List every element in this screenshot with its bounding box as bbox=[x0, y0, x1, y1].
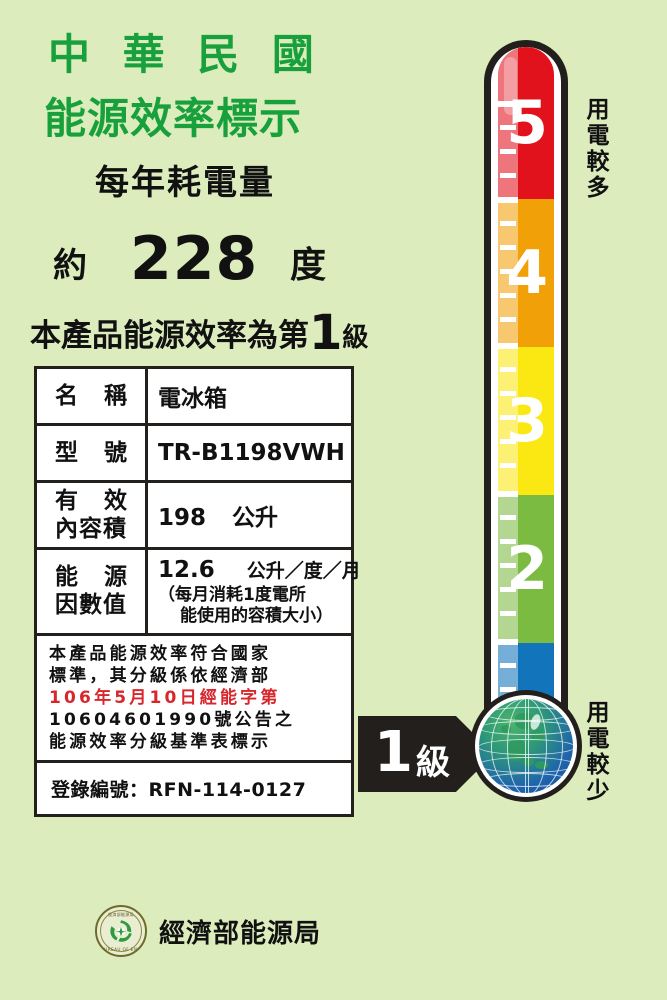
legal-line-5: 能源效率分級基準表標示 bbox=[49, 731, 272, 752]
value-unit: 公升／度／月 bbox=[246, 560, 361, 583]
table-row: 名 稱 電冰箱 bbox=[37, 369, 351, 426]
row-value-name: 電冰箱 bbox=[148, 369, 351, 423]
row-key-line1: 能 源 bbox=[54, 564, 136, 591]
row-key-volume: 有 效 內容積 bbox=[37, 483, 148, 548]
gloss-highlight bbox=[504, 57, 517, 115]
caption-more-power: 用電較多 bbox=[582, 97, 608, 201]
value-text: TR-B1198VWH bbox=[158, 440, 345, 466]
bureau-logo-group: 經濟部能源局 BUREAU OF ENERGY 經濟部能源局 bbox=[95, 905, 321, 957]
annual-consumption-row: 約 228 度 bbox=[45, 224, 395, 294]
grade-sentence-number: 1 bbox=[309, 305, 343, 361]
thermometer-bulb bbox=[470, 690, 582, 802]
value-note-line1: （每月消耗1度電所 bbox=[158, 585, 306, 606]
badge-grade-number: 1 bbox=[374, 720, 413, 785]
row-value-model: TR-B1198VWH bbox=[148, 426, 351, 480]
row-key-line1: 型 號 bbox=[54, 439, 136, 466]
row-key-efficiency-factor: 能 源 因數值 bbox=[37, 550, 148, 633]
table-row: 有 效 內容積 198 公升 bbox=[37, 483, 351, 551]
row-key-model: 型 號 bbox=[37, 426, 148, 480]
grade-sentence-prefix: 本產品能源效率為第 bbox=[30, 318, 309, 354]
caption-less-power: 用電較少 bbox=[582, 700, 608, 804]
bureau-seal-icon: 經濟部能源局 BUREAU OF ENERGY bbox=[95, 905, 147, 957]
table-row: 型 號 TR-B1198VWH bbox=[37, 426, 351, 483]
legal-line-2: 標準，其分級係依經濟部 bbox=[49, 665, 272, 686]
value-text: 12.6 bbox=[158, 557, 215, 584]
thermometer-inner: 5 4 3 2 1 bbox=[491, 47, 561, 789]
legal-line-1: 本產品能源效率符合國家 bbox=[49, 643, 272, 664]
legal-line-3: 106年5月10日經能字第 bbox=[49, 687, 281, 708]
consumption-unit: 度 bbox=[290, 245, 327, 286]
row-key-line1: 名 稱 bbox=[54, 382, 136, 409]
globe-icon bbox=[479, 699, 573, 793]
legal-notice: 本產品能源效率符合國家 標準，其分級係依經濟部 106年5月10日經能字第 10… bbox=[37, 636, 351, 764]
row-key-line2: 內容積 bbox=[55, 516, 127, 543]
grade-sentence: 本產品能源效率為第1級 bbox=[30, 302, 368, 361]
value-unit: 公升 bbox=[232, 505, 279, 532]
annual-consumption-heading: 每年耗電量 bbox=[95, 163, 275, 203]
table-row: 能 源 因數值 12.6 公升／度／月 （每月消耗1度電所 能使用的容積大小） bbox=[37, 550, 361, 636]
grade-sentence-suffix: 級 bbox=[342, 323, 369, 353]
value-note-line2: 能使用的容積大小） bbox=[180, 605, 333, 626]
registration-row: 登錄編號：RFN-114-0127 bbox=[37, 763, 351, 814]
label-title-country: 中 華 民 國 bbox=[48, 30, 323, 79]
seal-bottom-text: BUREAU OF ENERGY bbox=[101, 947, 141, 952]
value-text: 電冰箱 bbox=[158, 386, 227, 412]
label-title-main: 能源效率標示 bbox=[44, 94, 303, 143]
row-value-efficiency-factor: 12.6 公升／度／月 （每月消耗1度電所 能使用的容積大小） bbox=[148, 550, 361, 632]
badge-grade-suffix: 級 bbox=[416, 743, 450, 783]
thermometer-tube: 5 4 3 2 1 bbox=[484, 40, 568, 789]
energy-leaf-icon bbox=[110, 920, 132, 942]
bulb-inner bbox=[475, 695, 577, 797]
consumption-value: 228 bbox=[130, 224, 259, 294]
legal-line-4-rest: 號公告之 bbox=[214, 709, 296, 730]
approx-label: 約 bbox=[53, 246, 87, 286]
spec-table: 名 稱 電冰箱 型 號 TR-B1198VWH 有 效 內容積 198 公升 bbox=[34, 366, 361, 818]
seal-top-text: 經濟部能源局 bbox=[108, 912, 134, 917]
row-key-line1: 有 效 bbox=[54, 488, 136, 514]
row-key-line2: 因數值 bbox=[55, 592, 127, 619]
thermometer-tick-column bbox=[498, 47, 518, 789]
efficiency-thermometer: 5 4 3 2 1 bbox=[470, 40, 582, 830]
value-text: 198 bbox=[158, 505, 207, 532]
seal-ring bbox=[100, 910, 142, 952]
legal-line-4-number: 10604601990 bbox=[49, 709, 215, 730]
registration-number: 登錄編號：RFN-114-0127 bbox=[51, 779, 307, 802]
row-key-name: 名 稱 bbox=[37, 369, 148, 423]
bureau-name-label: 經濟部能源局 bbox=[159, 918, 322, 949]
row-value-volume: 198 公升 bbox=[148, 483, 351, 547]
legal-line-4: 10604601990號公告之 bbox=[49, 709, 341, 731]
